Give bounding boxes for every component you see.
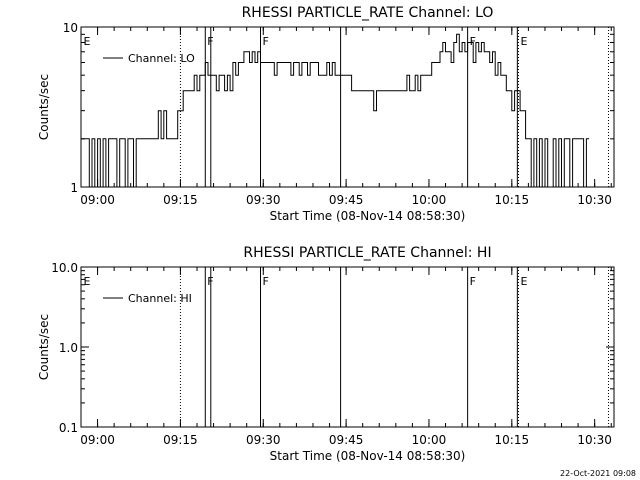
x-axis-label: Start Time (08-Nov-14 08:58:30) xyxy=(270,449,466,463)
y-axis-label: Counts/sec xyxy=(37,314,51,380)
legend-entry: Channel: LO xyxy=(128,52,195,65)
x-tick-label: 09:30 xyxy=(246,193,281,207)
plot-frame xyxy=(80,266,615,428)
x-tick-label: 09:15 xyxy=(163,433,198,447)
x-tick-label: 09:15 xyxy=(163,193,198,207)
x-tick-label: 09:00 xyxy=(80,433,115,447)
y-tick-label: 10 xyxy=(63,21,78,35)
footer-timestamp: 22-Oct-2021 09:08 xyxy=(560,469,636,478)
plot-frame xyxy=(80,26,615,188)
event-marker-label: E xyxy=(520,275,527,288)
event-marker-label: F xyxy=(470,275,476,288)
event-marker-label: F xyxy=(263,35,269,48)
series-line-0 xyxy=(81,33,590,188)
x-tick-label: 10:15 xyxy=(495,433,530,447)
x-tick-label: 09:30 xyxy=(246,433,281,447)
y-tick-label: 10.0 xyxy=(51,261,78,275)
y-axis-label: Counts/sec xyxy=(37,74,51,140)
panel-hi: RHESSI PARTICLE_RATE Channel: HI 09:00 09:… xyxy=(37,245,615,463)
legend-entry: Channel: HI xyxy=(128,292,192,305)
event-marker-label: E xyxy=(520,35,527,48)
x-tick-label: 10:30 xyxy=(577,433,612,447)
event-marker-label: E xyxy=(84,275,91,288)
chart-title: RHESSI PARTICLE_RATE Channel: LO xyxy=(242,5,494,21)
x-tick-label: 10:15 xyxy=(495,193,530,207)
x-tick-label: 09:00 xyxy=(80,193,115,207)
x-tick-label: 09:45 xyxy=(329,193,364,207)
x-tick-label: 09:45 xyxy=(329,433,364,447)
event-marker-label: E xyxy=(84,35,91,48)
x-tick-label: 10:00 xyxy=(412,433,447,447)
x-tick-label: 10:00 xyxy=(412,193,447,207)
event-marker-label: F xyxy=(470,35,476,48)
x-tick-label: 10:30 xyxy=(577,193,612,207)
chart-title: RHESSI PARTICLE_RATE Channel: HI xyxy=(243,245,491,261)
y-tick-label: 0.1 xyxy=(59,421,78,435)
x-axis-label: Start Time (08-Nov-14 08:58:30) xyxy=(270,209,466,223)
y-tick-label: 1 xyxy=(70,181,78,195)
y-tick-label: 1.0 xyxy=(59,341,78,355)
panel-lo: RHESSI PARTICLE_RATE Channel: LO 09:00 09:… xyxy=(37,5,615,223)
event-marker-label: F xyxy=(263,275,269,288)
